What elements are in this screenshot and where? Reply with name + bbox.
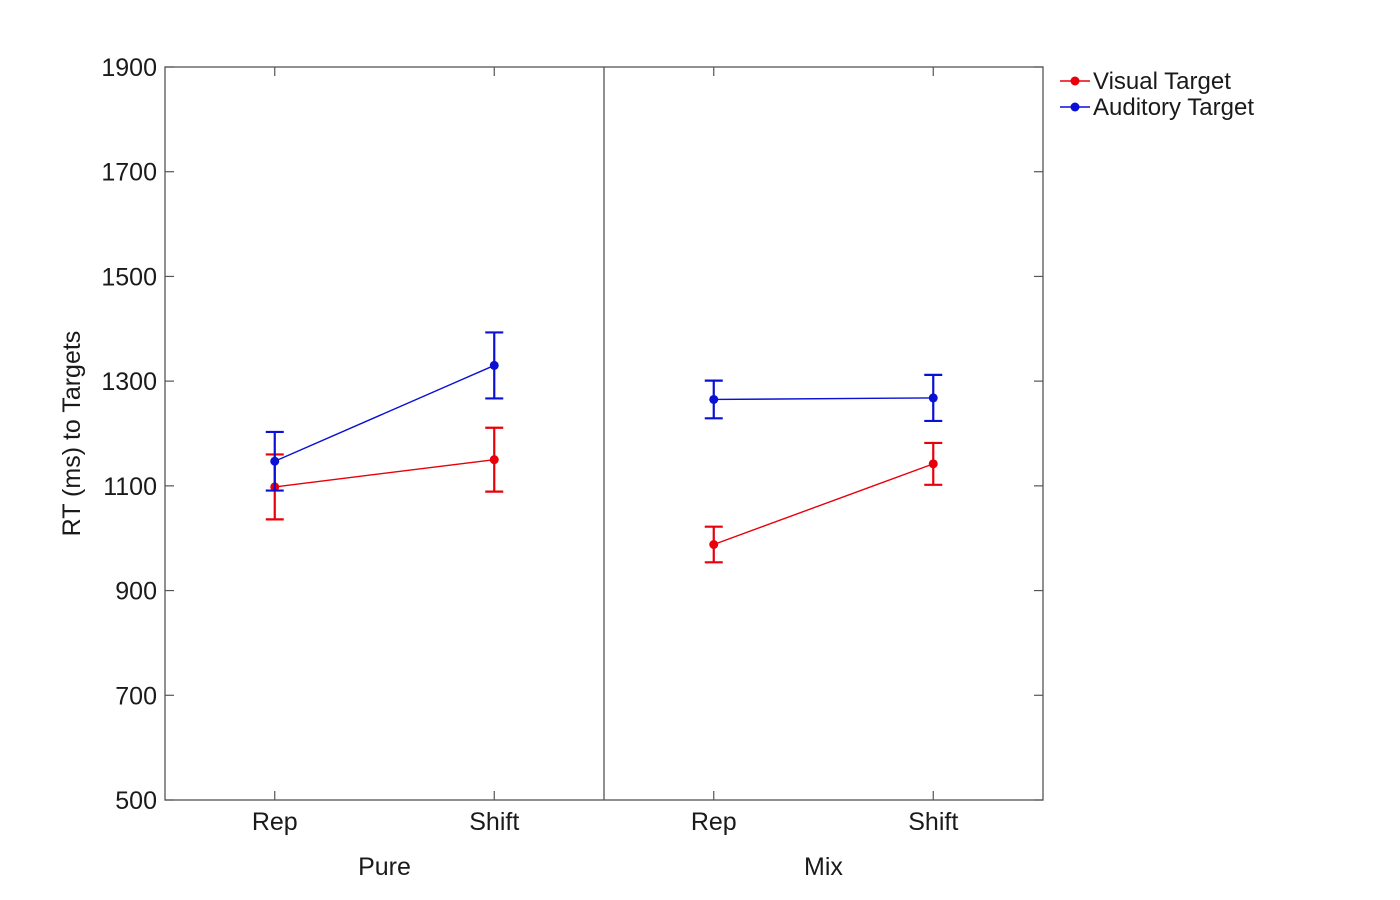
data-point-auditory-target (709, 394, 719, 404)
x-tick-label: Rep (252, 808, 298, 836)
y-tick-label: 700 (115, 682, 157, 710)
x-tick-label: Rep (691, 808, 737, 836)
data-point-visual-target (928, 459, 938, 469)
legend-marker (1070, 76, 1080, 86)
y-axis-title: RT (ms) to Targets (58, 331, 86, 537)
series-line-auditory-target (274, 364, 495, 462)
legend-label: Visual Target (1093, 68, 1231, 95)
panel-label: Pure (358, 853, 411, 881)
data-point-auditory-target (270, 456, 280, 466)
panel-label: Mix (804, 853, 843, 881)
series-line-visual-target (713, 463, 934, 546)
y-tick-label: 1500 (101, 263, 157, 291)
y-tick-label: 500 (115, 787, 157, 815)
y-tick-label: 1100 (103, 473, 157, 501)
y-tick-label: 1700 (101, 159, 157, 187)
legend-marker (1070, 102, 1080, 112)
legend-label: Auditory Target (1093, 94, 1254, 121)
data-point-auditory-target (489, 360, 499, 370)
series-line-auditory-target (713, 397, 934, 401)
y-tick-label: 900 (115, 578, 157, 606)
y-tick-label: 1900 (101, 54, 157, 82)
data-point-visual-target (709, 539, 719, 549)
y-tick-label: 1300 (101, 368, 157, 396)
data-point-visual-target (489, 455, 499, 465)
data-point-auditory-target (928, 393, 938, 403)
series-line-visual-target (274, 458, 495, 488)
x-tick-label: Shift (908, 808, 958, 836)
x-tick-label: Shift (469, 808, 519, 836)
